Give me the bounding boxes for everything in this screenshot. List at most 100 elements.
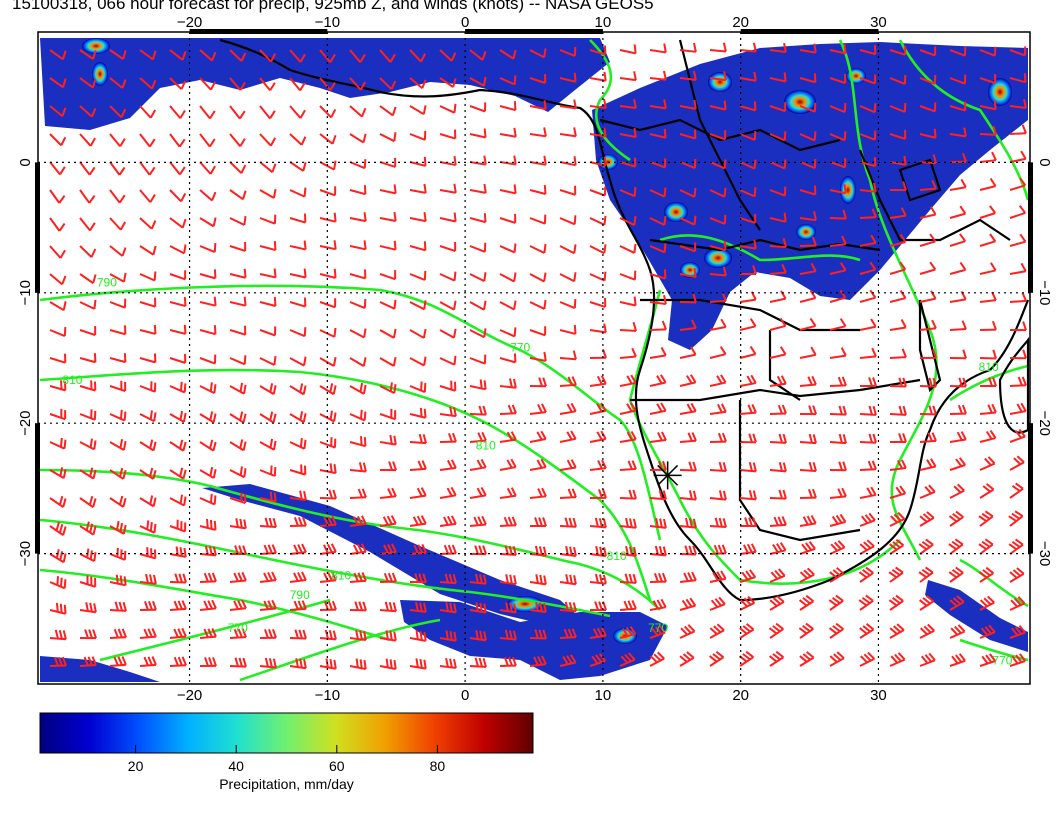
wind-barb-flag xyxy=(692,461,697,471)
wind-barb-flag xyxy=(841,487,847,497)
wind-barb-flag xyxy=(629,625,637,635)
wind-barb xyxy=(709,100,727,111)
wind-barb-shaft xyxy=(979,212,996,219)
wind-barb-shaft xyxy=(559,161,576,167)
wind-barb-shaft xyxy=(319,301,336,309)
wind-barb xyxy=(499,378,517,389)
wind-barb xyxy=(49,77,67,89)
wind-barb-flag xyxy=(119,221,127,231)
wind-barb-flag xyxy=(753,71,757,81)
wind-barb-flag xyxy=(269,383,274,393)
wind-barb xyxy=(529,184,547,195)
africa-coastline xyxy=(219,38,1030,602)
wind-barb-flag xyxy=(1017,596,1026,605)
wind-barb-flag xyxy=(512,49,517,59)
wind-barb xyxy=(319,629,337,641)
wind-barb xyxy=(949,101,967,112)
wind-barb xyxy=(649,651,665,667)
wind-barb xyxy=(229,268,247,279)
wind-barb-flag xyxy=(889,627,898,635)
wind-barb-flag xyxy=(625,517,629,528)
wind-barb-flag xyxy=(92,525,97,535)
wind-barb-flag xyxy=(985,654,993,663)
wind-barb-shaft xyxy=(499,217,516,224)
wind-barb xyxy=(1009,46,1027,57)
wind-barb-flag xyxy=(951,655,959,665)
wind-barb xyxy=(439,77,457,88)
wind-barb xyxy=(619,216,637,226)
lon-tick-label-top: −20 xyxy=(177,14,202,31)
wind-barb-shaft xyxy=(259,441,275,451)
wind-barb-shaft xyxy=(709,161,726,170)
wind-barb-flag xyxy=(148,166,156,176)
wind-barb-shaft xyxy=(949,489,965,499)
wind-barb-shaft xyxy=(139,245,154,256)
wind-barb xyxy=(589,45,607,56)
wind-barb-flag xyxy=(243,355,247,365)
wind-barb xyxy=(169,600,187,611)
wind-barb xyxy=(499,602,517,614)
wind-barb-shaft xyxy=(679,497,697,501)
wind-barb-flag xyxy=(603,244,607,254)
wind-barb xyxy=(889,511,906,527)
wind-barb xyxy=(948,538,964,555)
wind-barb-flag xyxy=(513,243,517,253)
wind-barb-flag xyxy=(122,497,127,508)
wind-barb-shaft xyxy=(949,105,966,112)
wind-barb-flag xyxy=(573,244,577,254)
wind-barb-flag xyxy=(83,656,89,666)
wind-barb xyxy=(559,654,577,667)
wind-barb-shaft xyxy=(349,161,366,170)
wind-barb-flag xyxy=(801,543,809,553)
wind-barb-flag xyxy=(805,542,813,551)
wind-barb-flag xyxy=(423,156,427,166)
wind-barb-flag xyxy=(299,658,303,668)
wind-barb xyxy=(1009,482,1024,499)
wind-barb xyxy=(619,374,637,387)
wind-barb-flag xyxy=(264,629,269,639)
wind-barb-shaft xyxy=(859,628,875,639)
wind-barb-shaft xyxy=(499,329,516,338)
wind-barb xyxy=(829,513,847,527)
wind-barb-flag xyxy=(421,543,427,554)
wind-barb xyxy=(739,433,757,444)
wind-barb-flag xyxy=(783,42,787,53)
wind-barb xyxy=(79,353,97,364)
wind-barb-flag xyxy=(359,81,366,91)
wind-barb-flag xyxy=(56,576,60,586)
wind-barb-flag xyxy=(928,405,933,415)
wind-barb xyxy=(709,623,725,639)
wind-barb-flag xyxy=(752,490,757,500)
wind-barb-flag xyxy=(778,462,783,472)
wind-barb-shaft xyxy=(379,217,396,222)
wind-barb xyxy=(349,630,367,642)
wind-barb-shaft xyxy=(229,469,245,479)
wind-barb xyxy=(409,601,427,613)
wind-barb-shaft xyxy=(739,245,756,250)
wind-barb-flag xyxy=(482,76,487,86)
wind-barb xyxy=(679,461,697,472)
wind-barb xyxy=(199,189,217,202)
wind-barb xyxy=(289,49,306,63)
wind-barb-flag xyxy=(928,484,936,493)
wind-barb xyxy=(918,566,934,583)
wind-barb-flag xyxy=(182,573,187,583)
wind-barb-shaft xyxy=(799,353,816,359)
wind-barb-flag xyxy=(838,433,843,444)
wind-barb-shaft xyxy=(829,296,846,303)
wind-barb-flag xyxy=(293,544,299,554)
wind-barb xyxy=(169,410,187,423)
wind-barb xyxy=(589,517,607,529)
wind-barb-flag xyxy=(775,622,784,630)
wind-barb-shaft xyxy=(769,105,786,113)
wind-barb-flag xyxy=(987,456,996,465)
wind-barb-flag xyxy=(594,601,599,611)
wind-barb-flag xyxy=(59,249,66,259)
wind-barb xyxy=(1009,292,1027,303)
wind-barb xyxy=(1009,428,1026,443)
wind-barb-flag xyxy=(750,543,757,553)
wind-barb xyxy=(649,431,667,443)
wind-barb-flag xyxy=(918,543,928,551)
wind-barb xyxy=(229,189,247,201)
wind-barb xyxy=(469,405,487,416)
